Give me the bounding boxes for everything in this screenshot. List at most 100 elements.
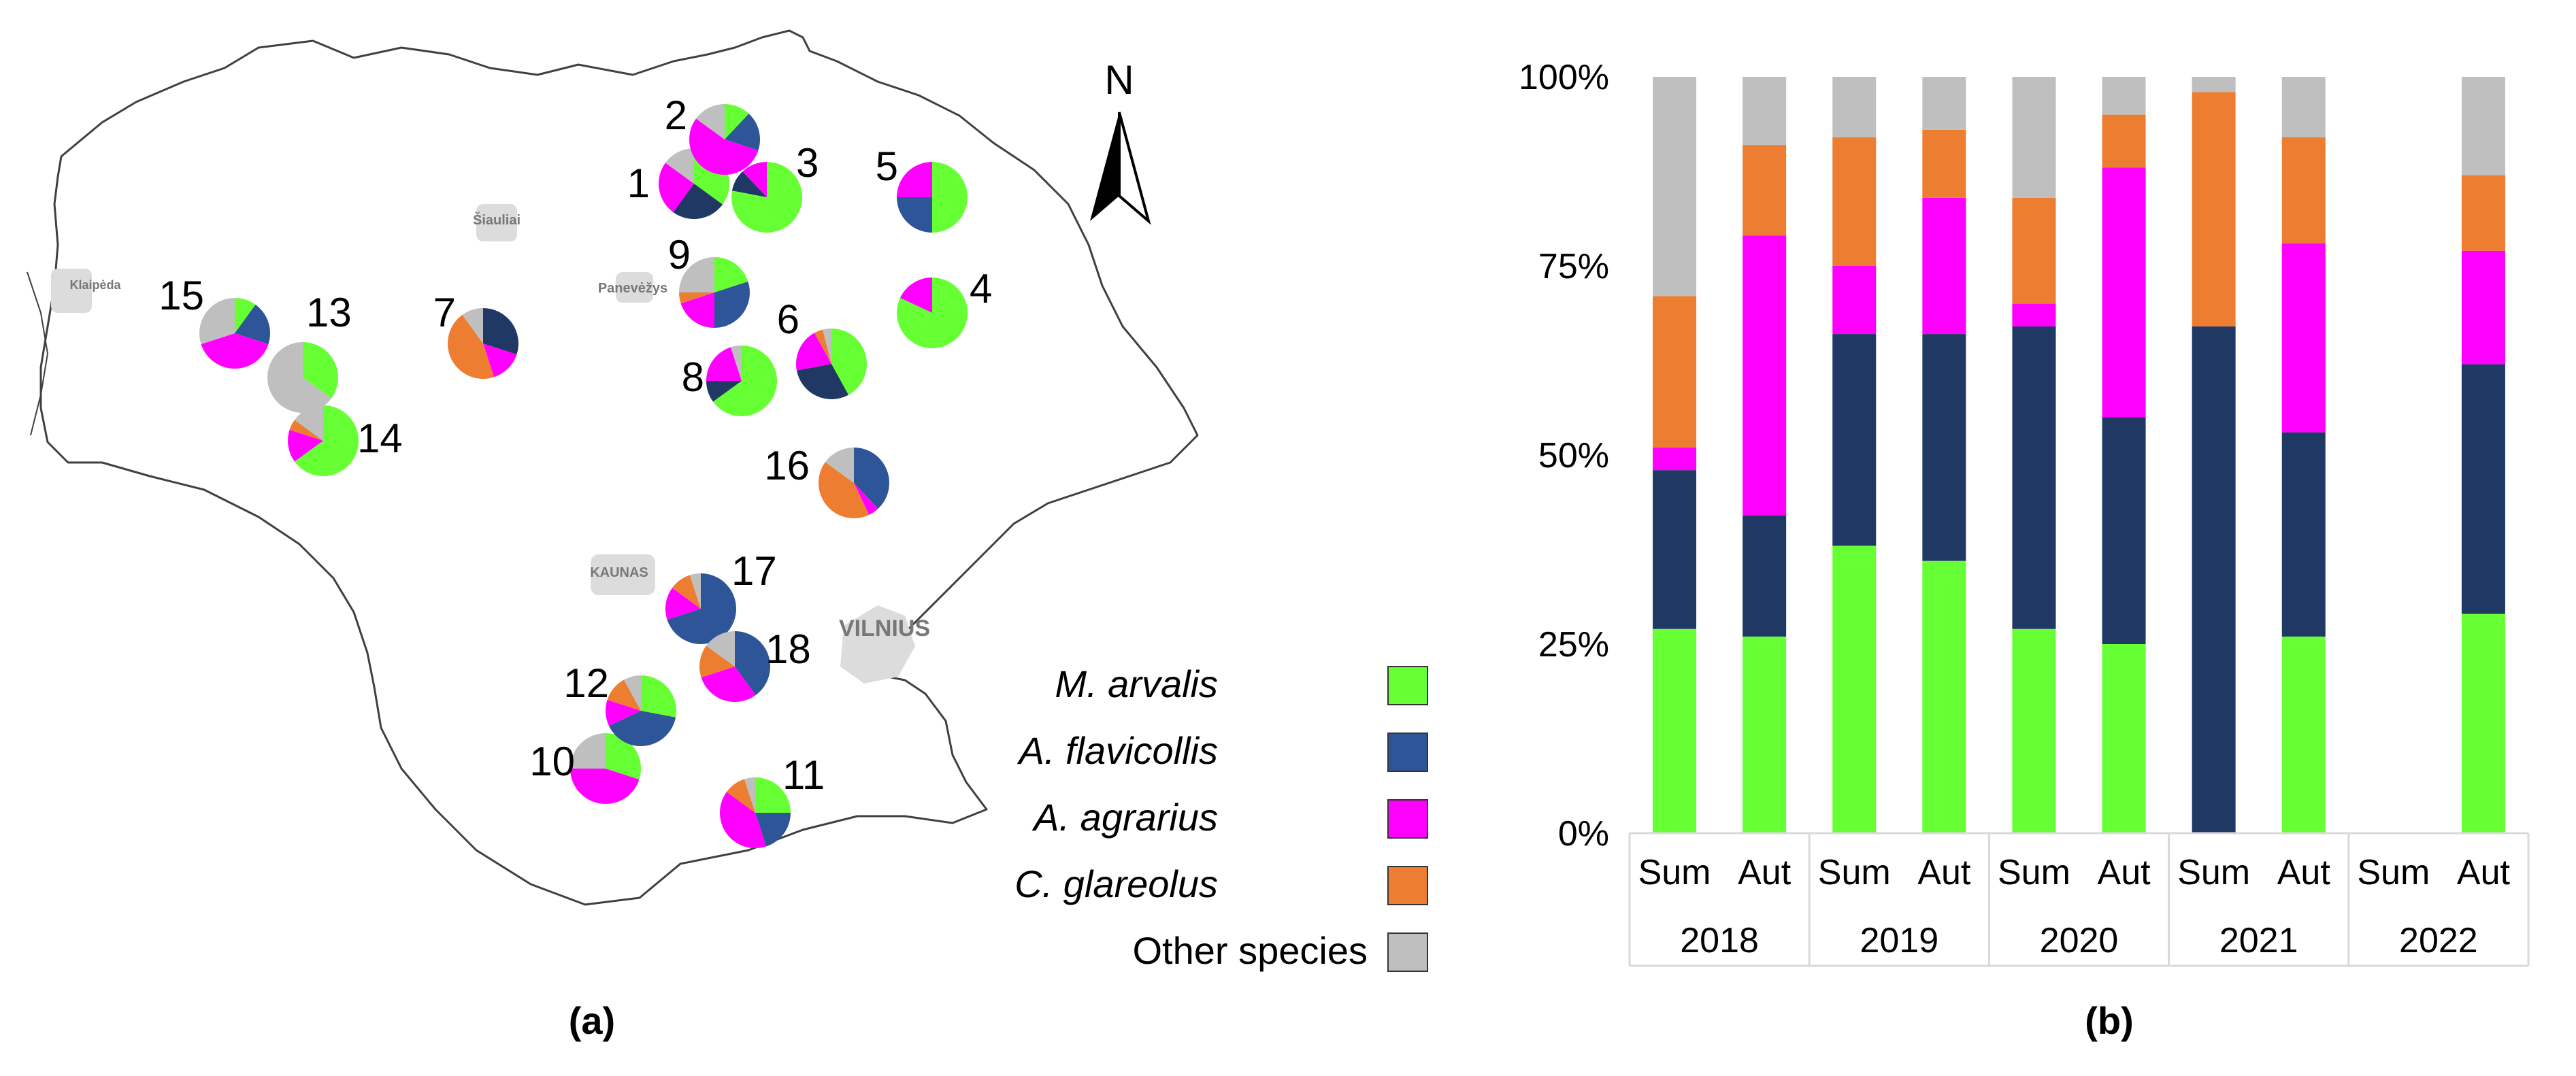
legend-label: A. flavicollis bbox=[1017, 729, 1218, 772]
bar-segment bbox=[1832, 77, 1877, 137]
city-vilnius: VILNIUS bbox=[839, 605, 930, 684]
bar-segment bbox=[2012, 326, 2056, 629]
legend-item-1: A. flavicollis bbox=[1017, 729, 1428, 772]
pie-slice-other bbox=[570, 733, 606, 769]
legend-swatch bbox=[1387, 799, 1428, 839]
x-group-label: 2020 bbox=[2040, 921, 2119, 960]
pie-slice-a_agrarius bbox=[689, 118, 759, 175]
pie-slice-a_agrarius bbox=[483, 343, 517, 377]
site-pie-14: 14 bbox=[288, 405, 403, 477]
legend-label: M. arvalis bbox=[1055, 662, 1218, 705]
pie-slice-other bbox=[823, 329, 831, 364]
pie-slice-c_glareolus bbox=[289, 420, 323, 441]
site-label-16: 16 bbox=[764, 443, 810, 488]
bar-segment bbox=[1832, 545, 1877, 833]
pie-slice-m_arvalis bbox=[235, 298, 256, 333]
pie-slice-a_flavicollis_light bbox=[608, 711, 676, 746]
city-kaunas: KAUNAS bbox=[590, 554, 655, 595]
y-tick-label: 100% bbox=[1519, 58, 1609, 97]
pie-slice-m_arvalis bbox=[714, 257, 748, 292]
legend-swatch bbox=[1387, 666, 1428, 705]
city-label-vilnius: VILNIUS bbox=[839, 616, 930, 641]
pie-slice-other bbox=[825, 448, 854, 483]
pie-slice-other bbox=[665, 148, 694, 184]
legend-item-4: Other species bbox=[1133, 929, 1428, 972]
site-pie-10: 10 bbox=[529, 733, 641, 805]
bar-segment bbox=[2461, 364, 2505, 614]
site-label-11: 11 bbox=[782, 752, 825, 798]
lithuania-outline bbox=[39, 29, 1199, 906]
x-tick-label: Aut bbox=[2098, 853, 2151, 892]
site-pie-9: 9 bbox=[668, 232, 750, 328]
bar-segment bbox=[1743, 636, 1787, 833]
pie-slice-a_agrarius bbox=[680, 292, 714, 328]
city-klaipeda: Klaipėda bbox=[51, 269, 121, 313]
city-label-panevezys: Panevėžys bbox=[598, 281, 667, 296]
site-pie-11: 11 bbox=[720, 752, 825, 848]
pie-slice-m_arvalis bbox=[932, 162, 968, 233]
pie-slice-a_agrarius bbox=[795, 333, 831, 371]
bar-segment bbox=[1653, 296, 1697, 448]
site-pie-7: 7 bbox=[433, 290, 519, 379]
pie-slice-a_agrarius bbox=[854, 483, 878, 516]
site-label-12: 12 bbox=[563, 660, 609, 706]
pie-slice-m_arvalis bbox=[641, 675, 676, 718]
bar-segment bbox=[2102, 417, 2146, 644]
pie-slice-other bbox=[730, 346, 742, 381]
pie-slice-other bbox=[199, 298, 235, 345]
bar-segment bbox=[2102, 114, 2146, 168]
y-tick-label: 50% bbox=[1538, 436, 1609, 475]
y-tick-label: 75% bbox=[1538, 247, 1609, 286]
site-label-6: 6 bbox=[777, 297, 799, 342]
bar-segment bbox=[2281, 243, 2326, 433]
caption-b: (b) bbox=[2085, 999, 2134, 1042]
bar-segment bbox=[1922, 560, 1966, 833]
pie-slice-a_flavicollis bbox=[673, 184, 723, 219]
pie-slice-m_arvalis bbox=[831, 329, 867, 395]
bar-segment bbox=[2461, 613, 2505, 833]
bar-segment bbox=[1832, 266, 1877, 335]
pie-slice-m_arvalis bbox=[303, 342, 338, 399]
bar-segment bbox=[2281, 432, 2326, 637]
site-pie-8: 8 bbox=[682, 346, 777, 416]
bar-segment bbox=[2192, 92, 2236, 326]
bar-segment bbox=[1922, 129, 1966, 198]
pie-slice-a_agrarius bbox=[288, 429, 323, 462]
north-arrow-right-icon bbox=[1118, 112, 1151, 225]
pie-slice-a_agrarius bbox=[899, 278, 932, 313]
pie-slice-a_flavicollis_light bbox=[735, 631, 770, 696]
pie-slice-c_glareolus bbox=[819, 462, 870, 518]
bar-segment bbox=[2102, 167, 2146, 418]
legend-swatch bbox=[1387, 866, 1428, 905]
x-tick-label: Aut bbox=[2277, 853, 2331, 892]
bar-segment bbox=[1743, 77, 1787, 146]
pie-slice-other bbox=[462, 308, 483, 343]
x-tick-label: Sum bbox=[2357, 853, 2430, 892]
pie-slice-a_flavicollis_light bbox=[667, 573, 736, 644]
pie-slice-other bbox=[706, 631, 735, 667]
site-pie-15: 15 bbox=[159, 273, 270, 369]
map-panel: Šiauliai Panevėžys Klaipėda KAUNAS VILNI… bbox=[27, 29, 1199, 1042]
pie-slice-a_agrarius bbox=[606, 699, 641, 726]
pie-slice-a_agrarius bbox=[701, 667, 756, 702]
x-tick-label: Sum bbox=[1818, 853, 1891, 892]
x-group-label: 2021 bbox=[2219, 921, 2298, 960]
city-label-kaunas: KAUNAS bbox=[590, 565, 648, 580]
bar-segment bbox=[1743, 515, 1787, 637]
y-tick-label: 0% bbox=[1558, 814, 1609, 854]
bar-segment bbox=[1922, 77, 1966, 130]
pie-slice-a_agrarius bbox=[659, 163, 694, 213]
x-group-label: 2018 bbox=[1680, 921, 1759, 960]
bar-segment bbox=[2012, 77, 2056, 198]
city-siauliai: Šiauliai bbox=[473, 204, 521, 241]
pie-slice-a_flavicollis_light bbox=[714, 281, 750, 328]
bar-segment bbox=[1832, 137, 1877, 266]
bar-segment bbox=[2461, 77, 2505, 175]
pie-slice-a_agrarius bbox=[720, 792, 767, 848]
pie-slice-other bbox=[744, 777, 755, 813]
site-pie-13: 13 bbox=[267, 290, 352, 413]
site-label-13: 13 bbox=[306, 290, 352, 335]
x-tick-label: Sum bbox=[2177, 853, 2250, 892]
pie-slice-m_arvalis bbox=[712, 346, 777, 416]
bar-chart: 0% 25% 50% 75% 100% Sum Aut 2018 Sum Aut 2019 Sum Au… bbox=[1519, 58, 2530, 967]
